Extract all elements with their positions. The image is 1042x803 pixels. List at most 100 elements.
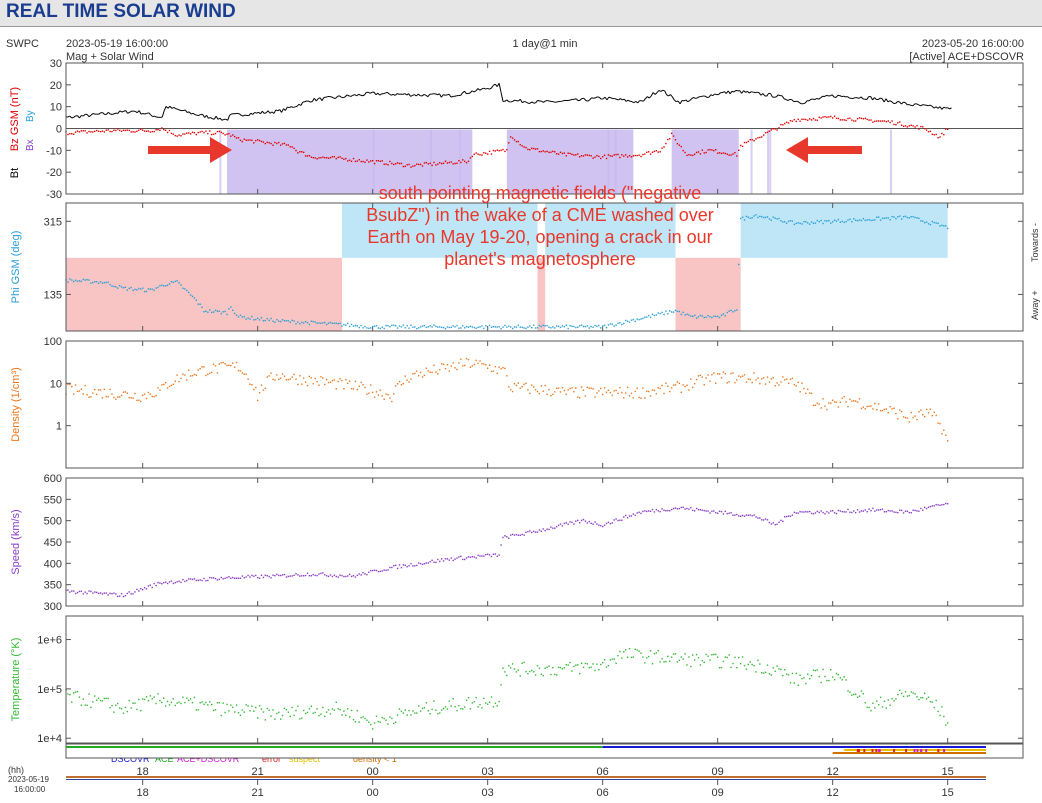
- data-point: [847, 405, 849, 408]
- bt-series: [935, 106, 939, 109]
- data-point: [676, 310, 679, 313]
- data-point: [561, 525, 564, 527]
- data-point: [590, 522, 592, 525]
- bt-series: [248, 112, 252, 116]
- data-point: [331, 156, 334, 158]
- data-point: [222, 132, 224, 135]
- data-point: [86, 132, 88, 134]
- bt-series: [671, 96, 675, 101]
- legend-dscovr: DSCOVR: [111, 754, 150, 764]
- data-point: [410, 378, 412, 380]
- data-point: [741, 145, 744, 148]
- data-point: [126, 129, 129, 131]
- data-point: [201, 130, 203, 133]
- data-point: [946, 227, 949, 230]
- data-point: [230, 306, 232, 308]
- data-point: [444, 327, 447, 330]
- data-point: [912, 215, 914, 218]
- bt-series: [269, 111, 273, 114]
- data-point: [693, 510, 696, 512]
- data-point: [634, 320, 636, 323]
- data-point: [314, 321, 316, 323]
- data-point: [657, 312, 659, 314]
- bt-series: [273, 109, 277, 114]
- bt-series: [138, 110, 142, 115]
- data-point: [739, 515, 742, 518]
- data-point: [435, 325, 437, 328]
- bt-series: [857, 97, 860, 99]
- data-point: [761, 136, 763, 138]
- data-point: [109, 706, 111, 709]
- error-flag: [943, 749, 946, 754]
- data-point: [475, 327, 477, 329]
- data-point: [182, 133, 184, 135]
- data-point: [550, 526, 552, 528]
- data-point: [588, 154, 590, 157]
- data-point: [419, 562, 422, 565]
- data-point: [730, 666, 732, 669]
- data-point: [111, 285, 113, 287]
- data-point: [186, 132, 188, 134]
- data-point: [833, 512, 836, 514]
- data-point: [630, 392, 633, 395]
- data-point: [264, 719, 267, 721]
- legend-suspect: suspect: [289, 754, 321, 764]
- data-point: [640, 512, 642, 515]
- data-point: [707, 510, 709, 512]
- data-point: [153, 289, 155, 291]
- data-point: [402, 712, 405, 714]
- bt-series: [468, 92, 471, 94]
- data-point: [860, 690, 863, 692]
- data-point: [814, 512, 817, 514]
- data-point: [837, 117, 840, 120]
- bt-series: [435, 93, 438, 96]
- data-point: [118, 595, 121, 597]
- y-tick-label: 315: [44, 216, 62, 228]
- data-point: [379, 389, 382, 391]
- data-point: [166, 582, 169, 585]
- data-point: [772, 376, 774, 379]
- data-point: [866, 511, 868, 513]
- data-point: [569, 521, 571, 523]
- data-point: [333, 574, 336, 576]
- data-point: [412, 326, 414, 328]
- data-point: [699, 314, 702, 317]
- data-point: [567, 664, 569, 666]
- data-point: [849, 691, 851, 693]
- error-flag: [856, 749, 859, 754]
- data-point: [540, 385, 543, 387]
- bt-series: [360, 94, 363, 97]
- data-point: [115, 704, 117, 706]
- data-point: [72, 590, 75, 592]
- bt-series: [739, 90, 743, 94]
- data-point: [120, 130, 123, 133]
- data-point: [659, 151, 661, 153]
- bt-series: [652, 92, 656, 95]
- data-point: [899, 509, 901, 511]
- data-point: [398, 708, 401, 710]
- data-point: [613, 519, 615, 521]
- data-point: [778, 668, 780, 670]
- data-point: [690, 315, 692, 317]
- data-point: [287, 144, 290, 146]
- data-point: [594, 521, 596, 523]
- data-point: [178, 380, 180, 383]
- y-tick-label: 0: [56, 124, 62, 136]
- data-point: [916, 125, 918, 127]
- data-point: [632, 656, 635, 658]
- bt-series: [878, 97, 881, 100]
- data-point: [437, 163, 439, 165]
- data-point: [509, 667, 512, 669]
- data-point: [693, 153, 696, 155]
- bt-series: [161, 110, 165, 118]
- data-point: [465, 699, 468, 701]
- data-point: [563, 667, 566, 669]
- data-point: [444, 706, 447, 708]
- data-point: [408, 327, 410, 329]
- data-point: [743, 141, 746, 144]
- data-point: [661, 508, 663, 510]
- data-point: [186, 289, 188, 292]
- data-point: [851, 511, 853, 514]
- data-point: [874, 402, 876, 405]
- data-point: [785, 222, 788, 225]
